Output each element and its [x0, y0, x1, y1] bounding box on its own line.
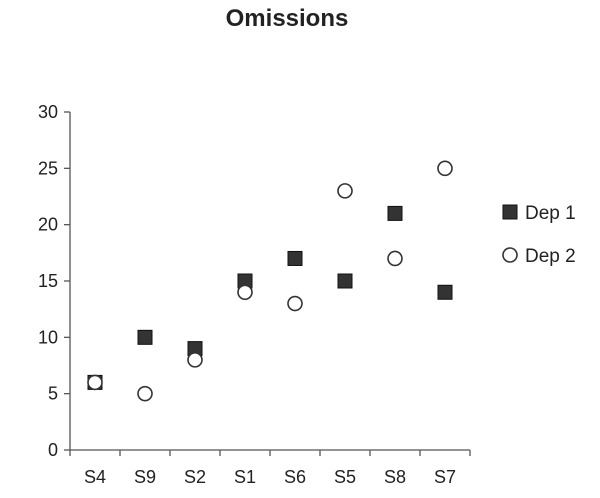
dep2-point	[437, 160, 453, 177]
x-tick-label: S5	[334, 467, 356, 487]
legend-label: Dep 1	[525, 203, 576, 224]
dep1-point	[287, 250, 303, 266]
dep1-point	[387, 205, 403, 221]
y-tick-label: 25	[38, 158, 58, 178]
x-tick-label: S8	[384, 467, 406, 487]
y-tick-label: 0	[48, 440, 58, 460]
x-tick-label: S2	[184, 467, 206, 487]
x-tick-label: S4	[84, 467, 106, 487]
x-axis-ticks: S4 S9 S2 S1 S6 S5 S8 S7	[69, 450, 471, 487]
chart-title: Omissions	[226, 5, 349, 32]
x-tick-label: S9	[134, 467, 156, 487]
legend-marker-dep1	[502, 204, 518, 220]
y-tick-label: 10	[38, 327, 58, 347]
dep2-point	[137, 385, 153, 402]
y-tick-label: 15	[38, 271, 58, 291]
legend-label: Dep 2	[525, 246, 576, 267]
x-tick-label: S7	[434, 467, 456, 487]
y-tick-label: 30	[38, 102, 58, 122]
x-tick-label: S1	[234, 467, 256, 487]
legend-marker-dep2	[502, 247, 518, 263]
data-points	[87, 160, 453, 402]
dep2-point	[337, 183, 353, 199]
dep1-point	[137, 329, 153, 345]
dep2-point	[287, 295, 303, 312]
x-tick-label: S6	[284, 467, 306, 487]
dep2-point	[387, 250, 403, 267]
dep1-point	[437, 284, 453, 300]
legend: Dep 1 Dep 2	[502, 203, 576, 267]
dep2-point	[237, 284, 253, 301]
dep2-point	[87, 374, 103, 391]
dep2-point	[187, 352, 203, 368]
dep1-point	[337, 273, 353, 289]
y-axis-ticks: 0 5 10 15 20 25 30	[38, 102, 70, 460]
y-tick-label: 20	[38, 215, 58, 235]
y-tick-label: 5	[48, 384, 58, 404]
